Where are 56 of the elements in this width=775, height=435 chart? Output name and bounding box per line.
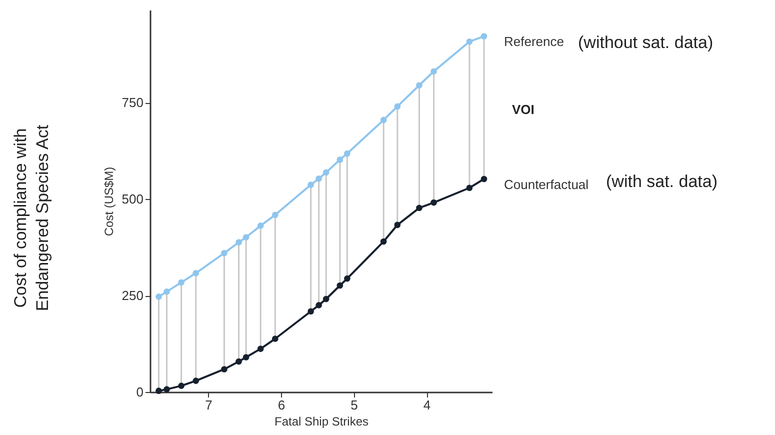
- text: VOI: [512, 102, 534, 117]
- point: [416, 82, 422, 88]
- series-label: Reference: [504, 34, 564, 50]
- y-axis-title: Cost (US$M): [102, 166, 116, 236]
- x-tick-label: 7: [205, 398, 212, 412]
- point: [156, 294, 162, 300]
- point: [466, 184, 473, 192]
- point: [221, 366, 228, 372]
- y-tick-label: 0: [136, 384, 144, 400]
- point: [394, 103, 401, 110]
- point: [221, 250, 228, 256]
- x-tick-label: 4: [423, 398, 431, 412]
- point: [322, 169, 330, 176]
- x-tick-label: 6: [278, 398, 286, 412]
- point: [178, 279, 184, 286]
- point: [430, 68, 437, 75]
- y-tick-label: 750: [122, 95, 144, 110]
- point: [316, 302, 322, 308]
- point: [242, 354, 250, 360]
- point: [344, 150, 350, 157]
- point: [430, 199, 437, 206]
- point: [380, 116, 387, 124]
- point: [156, 388, 162, 394]
- point: [192, 378, 200, 384]
- point: [308, 308, 314, 315]
- point: [178, 382, 184, 389]
- point: [164, 386, 170, 392]
- point: [336, 156, 344, 163]
- point: [272, 212, 278, 218]
- point: [466, 38, 473, 45]
- series-label: Counterfactual: [504, 177, 589, 192]
- text: (without sat. data): [578, 33, 714, 52]
- y-tick-label: 250: [122, 288, 144, 304]
- point: [242, 234, 250, 240]
- point: [416, 204, 422, 212]
- point: [380, 238, 387, 245]
- point: [236, 239, 242, 246]
- point: [322, 296, 330, 302]
- point: [308, 182, 314, 188]
- point: [192, 270, 200, 276]
- x-tick-label: 5: [350, 398, 358, 412]
- text: (with sat. data): [606, 172, 718, 191]
- text: Cost of compliance with Endangered Species Act: [10, 124, 53, 314]
- y-tick-label: 500: [122, 192, 144, 207]
- point: [257, 222, 264, 229]
- point: [257, 346, 264, 352]
- point: [336, 282, 344, 289]
- point: [480, 33, 488, 40]
- point: [164, 288, 170, 295]
- point: [272, 336, 278, 342]
- x-axis-title: Fatal Ship Strikes: [274, 414, 369, 428]
- point: [394, 222, 401, 228]
- point: [316, 175, 322, 182]
- point: [344, 275, 350, 282]
- point: [480, 176, 488, 182]
- point: [236, 358, 242, 365]
